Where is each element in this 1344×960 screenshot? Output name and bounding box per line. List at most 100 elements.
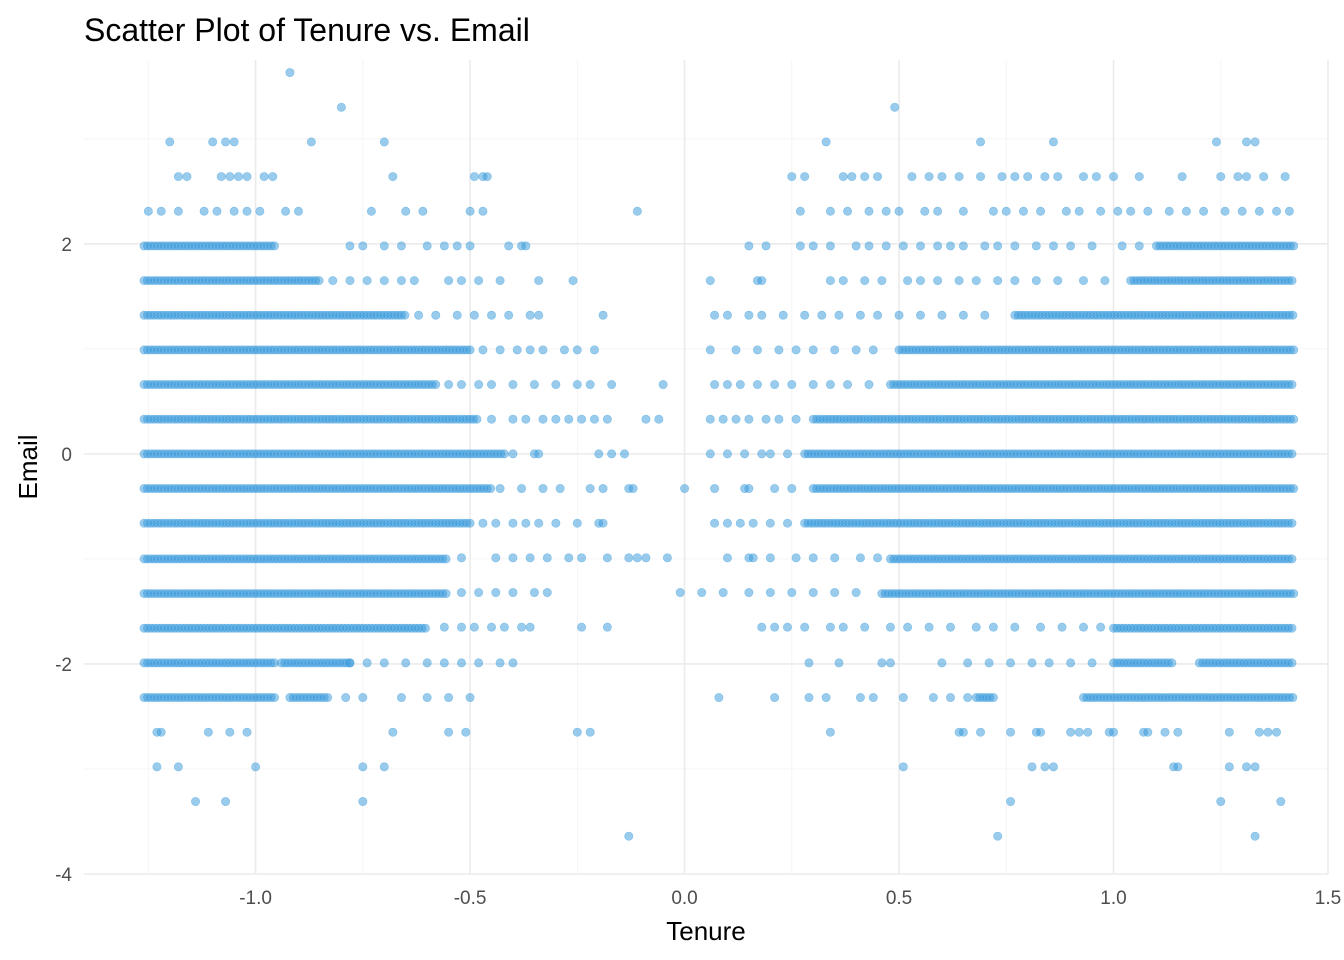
data-point [855,693,865,703]
data-point [808,553,818,563]
data-point [1250,137,1260,147]
data-point [439,622,449,632]
data-point [937,310,947,320]
data-point [487,310,497,320]
data-point [1066,658,1076,668]
data-point [1254,727,1264,737]
data-point [757,622,767,632]
data-point [1164,206,1174,216]
data-point [465,518,475,528]
data-point [804,658,814,668]
data-point [946,693,956,703]
data-point [1287,518,1297,528]
data-point [203,727,213,737]
data-point [838,622,848,632]
data-point [534,276,544,286]
data-point [765,449,775,459]
data-point [469,172,479,182]
data-point [269,693,279,703]
data-point [173,172,183,182]
data-point [508,518,518,528]
data-point [1250,762,1260,772]
data-point [465,241,475,251]
data-point [765,553,775,563]
x-tick-label: 0.5 [886,888,912,909]
data-point [937,172,947,182]
data-point [555,484,565,494]
data-point [504,241,514,251]
data-point [885,658,895,668]
data-point [710,484,720,494]
data-point [345,241,355,251]
data-point [517,484,527,494]
data-point [165,137,175,147]
data-point [156,206,166,216]
data-point [1018,206,1028,216]
data-point [830,588,840,598]
data-point [1199,206,1209,216]
data-point [838,172,848,182]
data-point [898,241,908,251]
data-point [388,727,398,737]
data-point [568,276,578,286]
data-point [362,276,372,286]
data-point [508,380,518,390]
data-point [495,484,505,494]
data-point [1254,206,1264,216]
data-point [988,206,998,216]
data-point [825,727,835,737]
data-point [491,518,501,528]
data-point [452,310,462,320]
data-point [1224,727,1234,737]
data-point [269,241,279,251]
data-point [757,310,767,320]
data-point [1078,622,1088,632]
data-point [770,484,780,494]
data-point [791,345,801,355]
data-point [825,206,835,216]
data-point [474,276,484,286]
data-point [1289,484,1299,494]
data-point [1287,449,1297,459]
data-point [963,658,973,668]
data-point [1220,206,1230,216]
data-point [1066,241,1076,251]
data-point [486,484,496,494]
data-point [954,276,964,286]
data-point [551,380,561,390]
data-point [860,276,870,286]
data-point [1078,172,1088,182]
data-point [1010,172,1020,182]
data-point [598,310,608,320]
data-point [491,553,501,563]
data-point [1074,206,1084,216]
data-point [508,414,518,424]
data-point [821,137,831,147]
data-point [980,241,990,251]
data-point [152,762,162,772]
data-point [242,206,252,216]
data-point [444,276,454,286]
data-point [474,658,484,668]
data-point [173,762,183,772]
data-point [422,693,432,703]
data-point [345,658,355,668]
data-point [873,172,883,182]
data-point [508,449,518,459]
data-point [993,241,1003,251]
data-point [225,172,235,182]
data-point [143,206,153,216]
x-tick-label: -1.0 [239,888,272,909]
data-point [1263,727,1273,737]
data-point [534,310,544,320]
data-point [529,588,539,598]
data-point [1216,172,1226,182]
data-point [980,310,990,320]
data-point [1023,172,1033,182]
data-point [1233,172,1243,182]
data-point [748,553,758,563]
data-point [1087,241,1097,251]
data-point [1100,276,1110,286]
data-point [1289,345,1299,355]
data-point [585,727,595,737]
